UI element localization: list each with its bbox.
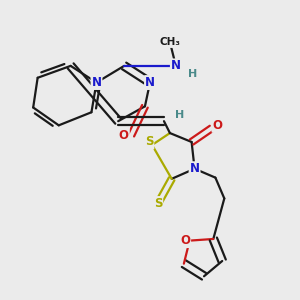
Text: H: H xyxy=(175,110,184,120)
Text: O: O xyxy=(180,234,190,247)
Text: O: O xyxy=(212,119,223,132)
Text: S: S xyxy=(154,197,162,210)
Text: S: S xyxy=(145,136,153,148)
Text: CH₃: CH₃ xyxy=(159,37,180,47)
Text: H: H xyxy=(188,69,197,79)
Text: N: N xyxy=(171,59,181,72)
Text: N: N xyxy=(145,76,155,89)
Text: N: N xyxy=(92,76,101,89)
Text: O: O xyxy=(119,129,129,142)
Text: N: N xyxy=(190,162,200,175)
